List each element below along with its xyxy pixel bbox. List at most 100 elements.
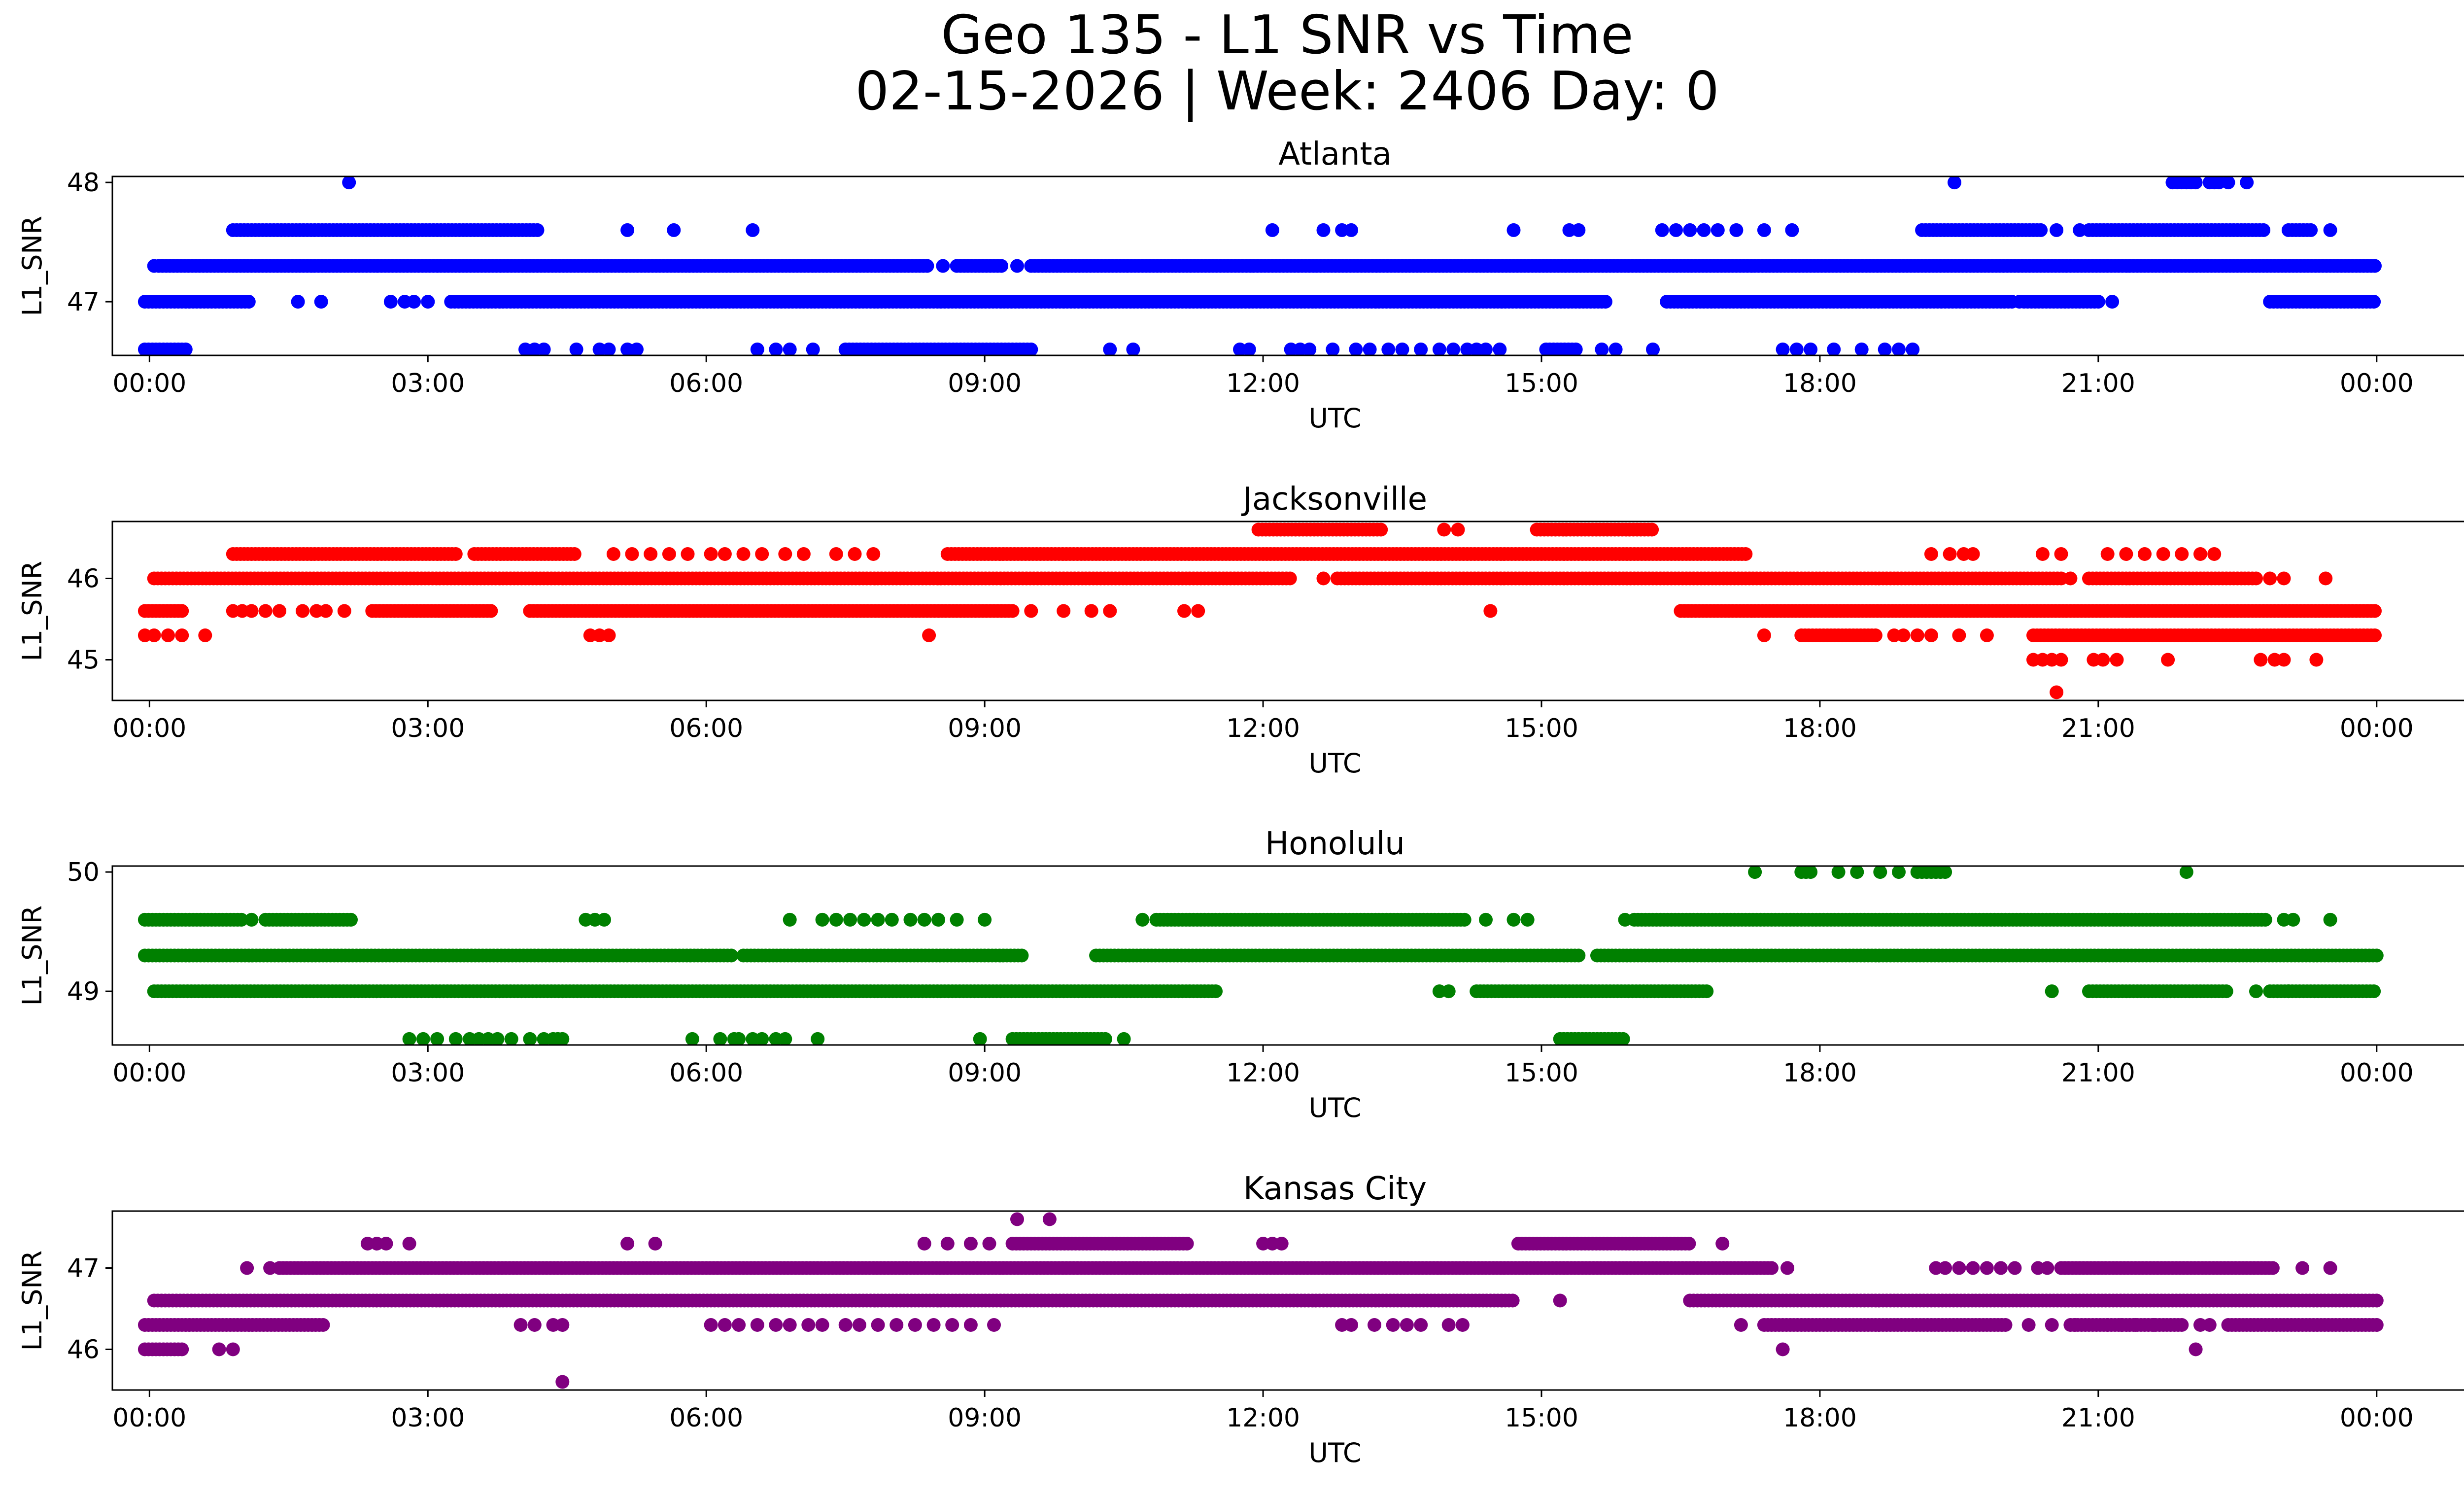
data-point xyxy=(982,1237,996,1251)
data-point xyxy=(1878,342,1892,355)
data-point xyxy=(829,547,843,561)
data-point xyxy=(2193,547,2207,561)
data-point xyxy=(1910,628,1924,642)
data-point xyxy=(263,1261,277,1275)
data-point xyxy=(2277,653,2291,667)
data-point xyxy=(240,1261,254,1275)
data-point xyxy=(1966,547,1980,561)
data-point xyxy=(379,1237,393,1251)
x-tick-label: 00:00 xyxy=(112,714,186,743)
data-point xyxy=(1103,604,1117,618)
data-point xyxy=(1126,342,1140,355)
x-tick-label: 12:00 xyxy=(1226,369,1300,398)
data-point xyxy=(2219,984,2233,999)
data-point xyxy=(903,912,918,927)
data-point xyxy=(1850,866,1864,879)
data-point xyxy=(2040,1261,2054,1275)
y-tick-label: 50 xyxy=(67,858,100,887)
data-point xyxy=(796,547,811,561)
data-point xyxy=(1831,866,1846,879)
data-point xyxy=(783,912,797,927)
data-point xyxy=(2012,295,2026,309)
data-point xyxy=(1274,1237,1289,1251)
data-point xyxy=(1326,342,1340,355)
data-point xyxy=(342,176,356,190)
data-point xyxy=(1765,1261,1779,1275)
data-point xyxy=(950,912,964,927)
data-point xyxy=(1683,223,1697,237)
x-tick-label: 15:00 xyxy=(1505,714,1578,743)
data-point xyxy=(2050,685,2064,699)
data-point xyxy=(1015,948,1029,963)
data-point xyxy=(430,1032,445,1045)
x-tick-label: 12:00 xyxy=(1226,714,1300,743)
scatter-series xyxy=(137,1212,2384,1389)
data-point xyxy=(1827,342,1841,355)
subplot-title: Atlanta xyxy=(1278,136,1392,173)
data-point xyxy=(1242,342,1256,355)
data-point xyxy=(2034,223,2048,237)
axes-frame xyxy=(111,521,2464,701)
x-tick-label: 09:00 xyxy=(948,1058,1022,1088)
data-point xyxy=(1873,866,1887,879)
data-point xyxy=(1572,223,1586,237)
data-point xyxy=(778,547,792,561)
data-point xyxy=(2175,547,2189,561)
data-point xyxy=(602,342,616,355)
x-tick-label: 03:00 xyxy=(391,369,465,398)
data-point xyxy=(2100,547,2115,561)
data-point xyxy=(2105,295,2120,309)
data-point xyxy=(1729,223,1744,237)
data-point xyxy=(1715,1237,1730,1251)
data-point xyxy=(1645,522,1659,537)
data-point xyxy=(2138,547,2152,561)
data-point xyxy=(769,342,783,355)
data-point xyxy=(973,1032,987,1045)
data-point xyxy=(620,223,635,237)
data-point xyxy=(2156,547,2170,561)
data-point xyxy=(2257,223,2271,237)
x-tick-label: 12:00 xyxy=(1226,1058,1300,1088)
data-point xyxy=(815,912,829,927)
data-point xyxy=(1906,342,1920,355)
data-point xyxy=(1506,223,1521,237)
data-point xyxy=(1757,628,1771,642)
x-tick-label: 00:00 xyxy=(2340,369,2414,398)
data-point xyxy=(1938,1261,1952,1275)
scatter-series xyxy=(137,522,2382,699)
data-point xyxy=(344,912,358,927)
x-tick-label: 21:00 xyxy=(2061,369,2135,398)
data-point xyxy=(755,547,769,561)
data-point xyxy=(1780,1261,1794,1275)
data-point xyxy=(1892,866,1906,879)
data-point xyxy=(1952,1261,1966,1275)
data-point xyxy=(1569,342,1583,355)
data-point xyxy=(667,223,681,237)
data-point xyxy=(1451,522,1465,537)
data-point xyxy=(1042,1212,1057,1226)
x-tick-label: 06:00 xyxy=(669,1058,743,1088)
data-point xyxy=(569,342,583,355)
data-point xyxy=(2263,571,2277,586)
data-point xyxy=(2119,547,2133,561)
data-point xyxy=(2254,653,2268,667)
data-point xyxy=(2240,176,2254,190)
x-axis-label: UTC xyxy=(1308,748,1361,779)
data-point xyxy=(1804,342,1818,355)
data-point xyxy=(1618,912,1632,927)
data-point xyxy=(1682,1237,1696,1251)
data-point xyxy=(1669,223,1683,237)
scatter-series xyxy=(137,176,2382,355)
data-point xyxy=(319,604,333,618)
data-point xyxy=(291,295,305,309)
data-point xyxy=(1966,1261,1980,1275)
data-point xyxy=(1892,342,1906,355)
data-point xyxy=(530,223,545,237)
data-point xyxy=(755,1032,769,1045)
data-point xyxy=(1776,342,1790,355)
data-point xyxy=(1608,342,1623,355)
y-tick-label: 48 xyxy=(67,168,100,198)
